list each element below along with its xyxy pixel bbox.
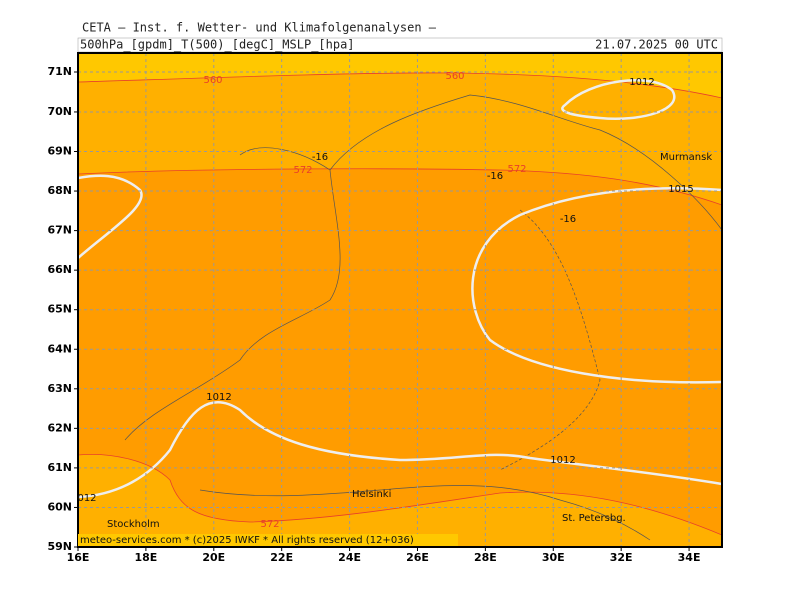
coastline xyxy=(124,147,341,441)
footer-bar xyxy=(78,534,458,546)
header-parameters: 500hPa_[gpdm]_T(500)_[degC]_MSLP_[hpa] xyxy=(80,38,355,52)
isobar xyxy=(471,187,722,384)
header-valid-time: 21.07.2025 00 UTC xyxy=(595,38,718,52)
latitude-label: 66N xyxy=(47,263,72,276)
header-title: CETA — Inst. f. Wetter- und Klimafolgena… xyxy=(82,21,437,35)
longitude-label: 30E xyxy=(542,551,565,564)
latitude-label: 70N xyxy=(47,105,72,118)
isobar xyxy=(78,174,143,259)
contour-label: 572 xyxy=(260,519,279,530)
latitude-label: 62N xyxy=(47,421,72,434)
latitude-label: 59N xyxy=(47,540,72,553)
latitude-label: 63N xyxy=(47,382,72,395)
place-label: Helsinki xyxy=(352,489,391,500)
longitude-label: 28E xyxy=(474,551,497,564)
place-label: Murmansk xyxy=(660,152,712,163)
contour-label: -16 xyxy=(487,171,503,182)
latitude-label: 60N xyxy=(47,500,72,513)
longitude-label: 24E xyxy=(338,551,361,564)
place-label: Stockholm xyxy=(107,519,160,530)
coastline xyxy=(329,94,722,231)
latitude-label: 65N xyxy=(47,303,72,316)
latitude-label: 68N xyxy=(47,184,72,197)
longitude-label: 20E xyxy=(202,551,225,564)
map-frame xyxy=(77,52,723,548)
contour-label: 1015 xyxy=(668,184,693,195)
field-top xyxy=(78,53,722,98)
isobar xyxy=(78,400,722,499)
latitude-label: 67N xyxy=(47,224,72,237)
longitude-label: 18E xyxy=(134,551,157,564)
border xyxy=(499,209,601,471)
longitude-label: 16E xyxy=(67,551,90,564)
map-area xyxy=(78,53,722,547)
longitude-label: 22E xyxy=(270,551,293,564)
contour-label: -16 xyxy=(312,152,328,163)
latitude-label: 61N xyxy=(47,461,72,474)
grid xyxy=(78,53,722,547)
contour-label: 560 xyxy=(445,71,464,82)
isobar xyxy=(561,79,676,120)
field-upper xyxy=(78,53,722,205)
contour-label: 012 xyxy=(77,493,96,504)
contour-label: 572 xyxy=(507,164,526,175)
contour-560 xyxy=(78,72,722,99)
latitude-label: 64N xyxy=(47,342,72,355)
place-label: St. Petersbg. xyxy=(562,513,626,524)
contour-label: 1012 xyxy=(206,392,231,403)
contour-label: 572 xyxy=(293,165,312,176)
longitude-label: 34E xyxy=(678,551,701,564)
latitude-label: 71N xyxy=(47,65,72,78)
contour-label: 1012 xyxy=(629,77,654,88)
latitude-label: 69N xyxy=(47,145,72,158)
contour-label: 560 xyxy=(203,75,222,86)
footer: meteo-services.com * (c)2025 IWKF * All … xyxy=(80,535,414,546)
field-lower xyxy=(78,454,722,547)
longitude-label: 32E xyxy=(610,551,633,564)
contour-label: 1012 xyxy=(550,455,575,466)
coastline xyxy=(199,485,651,541)
contour-572 xyxy=(78,168,722,206)
contour-572 xyxy=(78,454,722,536)
contour-label: -16 xyxy=(560,214,576,225)
longitude-label: 26E xyxy=(406,551,429,564)
